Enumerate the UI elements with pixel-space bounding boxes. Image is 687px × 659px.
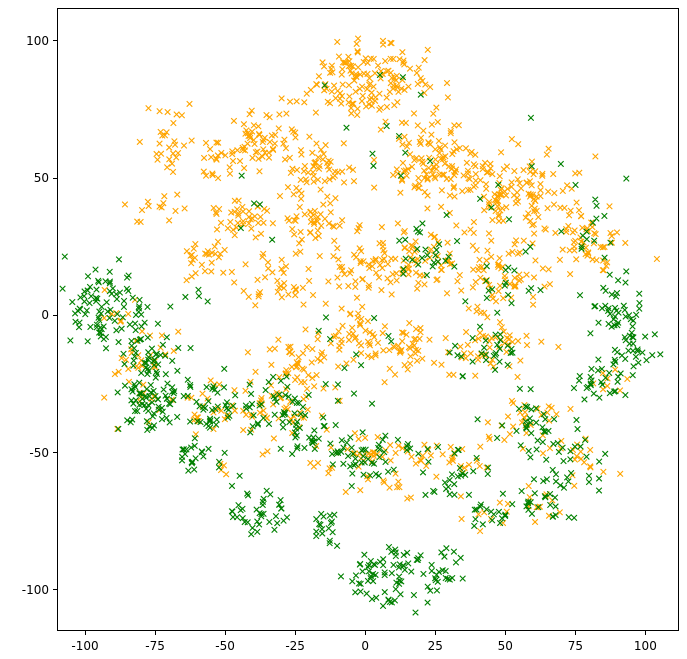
y-tick-mark (53, 40, 57, 42)
y-tick-mark (53, 314, 57, 316)
y-tick-label: -100 (21, 582, 49, 597)
x-tick-mark (504, 631, 506, 635)
x-tick-label: 100 (633, 639, 657, 653)
x-tick-label: -75 (145, 639, 165, 653)
x-tick-mark (84, 631, 86, 635)
x-tick-mark (154, 631, 156, 635)
y-tick-label: 0 (41, 308, 49, 323)
x-tick-label: 0 (361, 639, 369, 653)
x-tick-mark (644, 631, 646, 635)
x-tick-label: -25 (285, 639, 305, 653)
x-tick-mark (364, 631, 366, 635)
y-tick-mark (53, 177, 57, 179)
plot-area (57, 8, 680, 632)
x-tick-mark (294, 631, 296, 635)
y-tick-mark (53, 452, 57, 454)
x-tick-label: 50 (497, 639, 513, 653)
x-tick-label: -50 (215, 639, 235, 653)
y-tick-label: 50 (33, 171, 49, 186)
y-tick-label: -50 (29, 445, 49, 460)
x-tick-label: 25 (427, 639, 443, 653)
y-tick-label: 100 (26, 33, 49, 48)
y-tick-mark (53, 589, 57, 591)
x-tick-label: 75 (567, 639, 583, 653)
x-tick-mark (224, 631, 226, 635)
x-tick-mark (434, 631, 436, 635)
x-tick-mark (574, 631, 576, 635)
scatter-plot-canvas (58, 9, 680, 632)
x-tick-label: -100 (71, 639, 99, 653)
